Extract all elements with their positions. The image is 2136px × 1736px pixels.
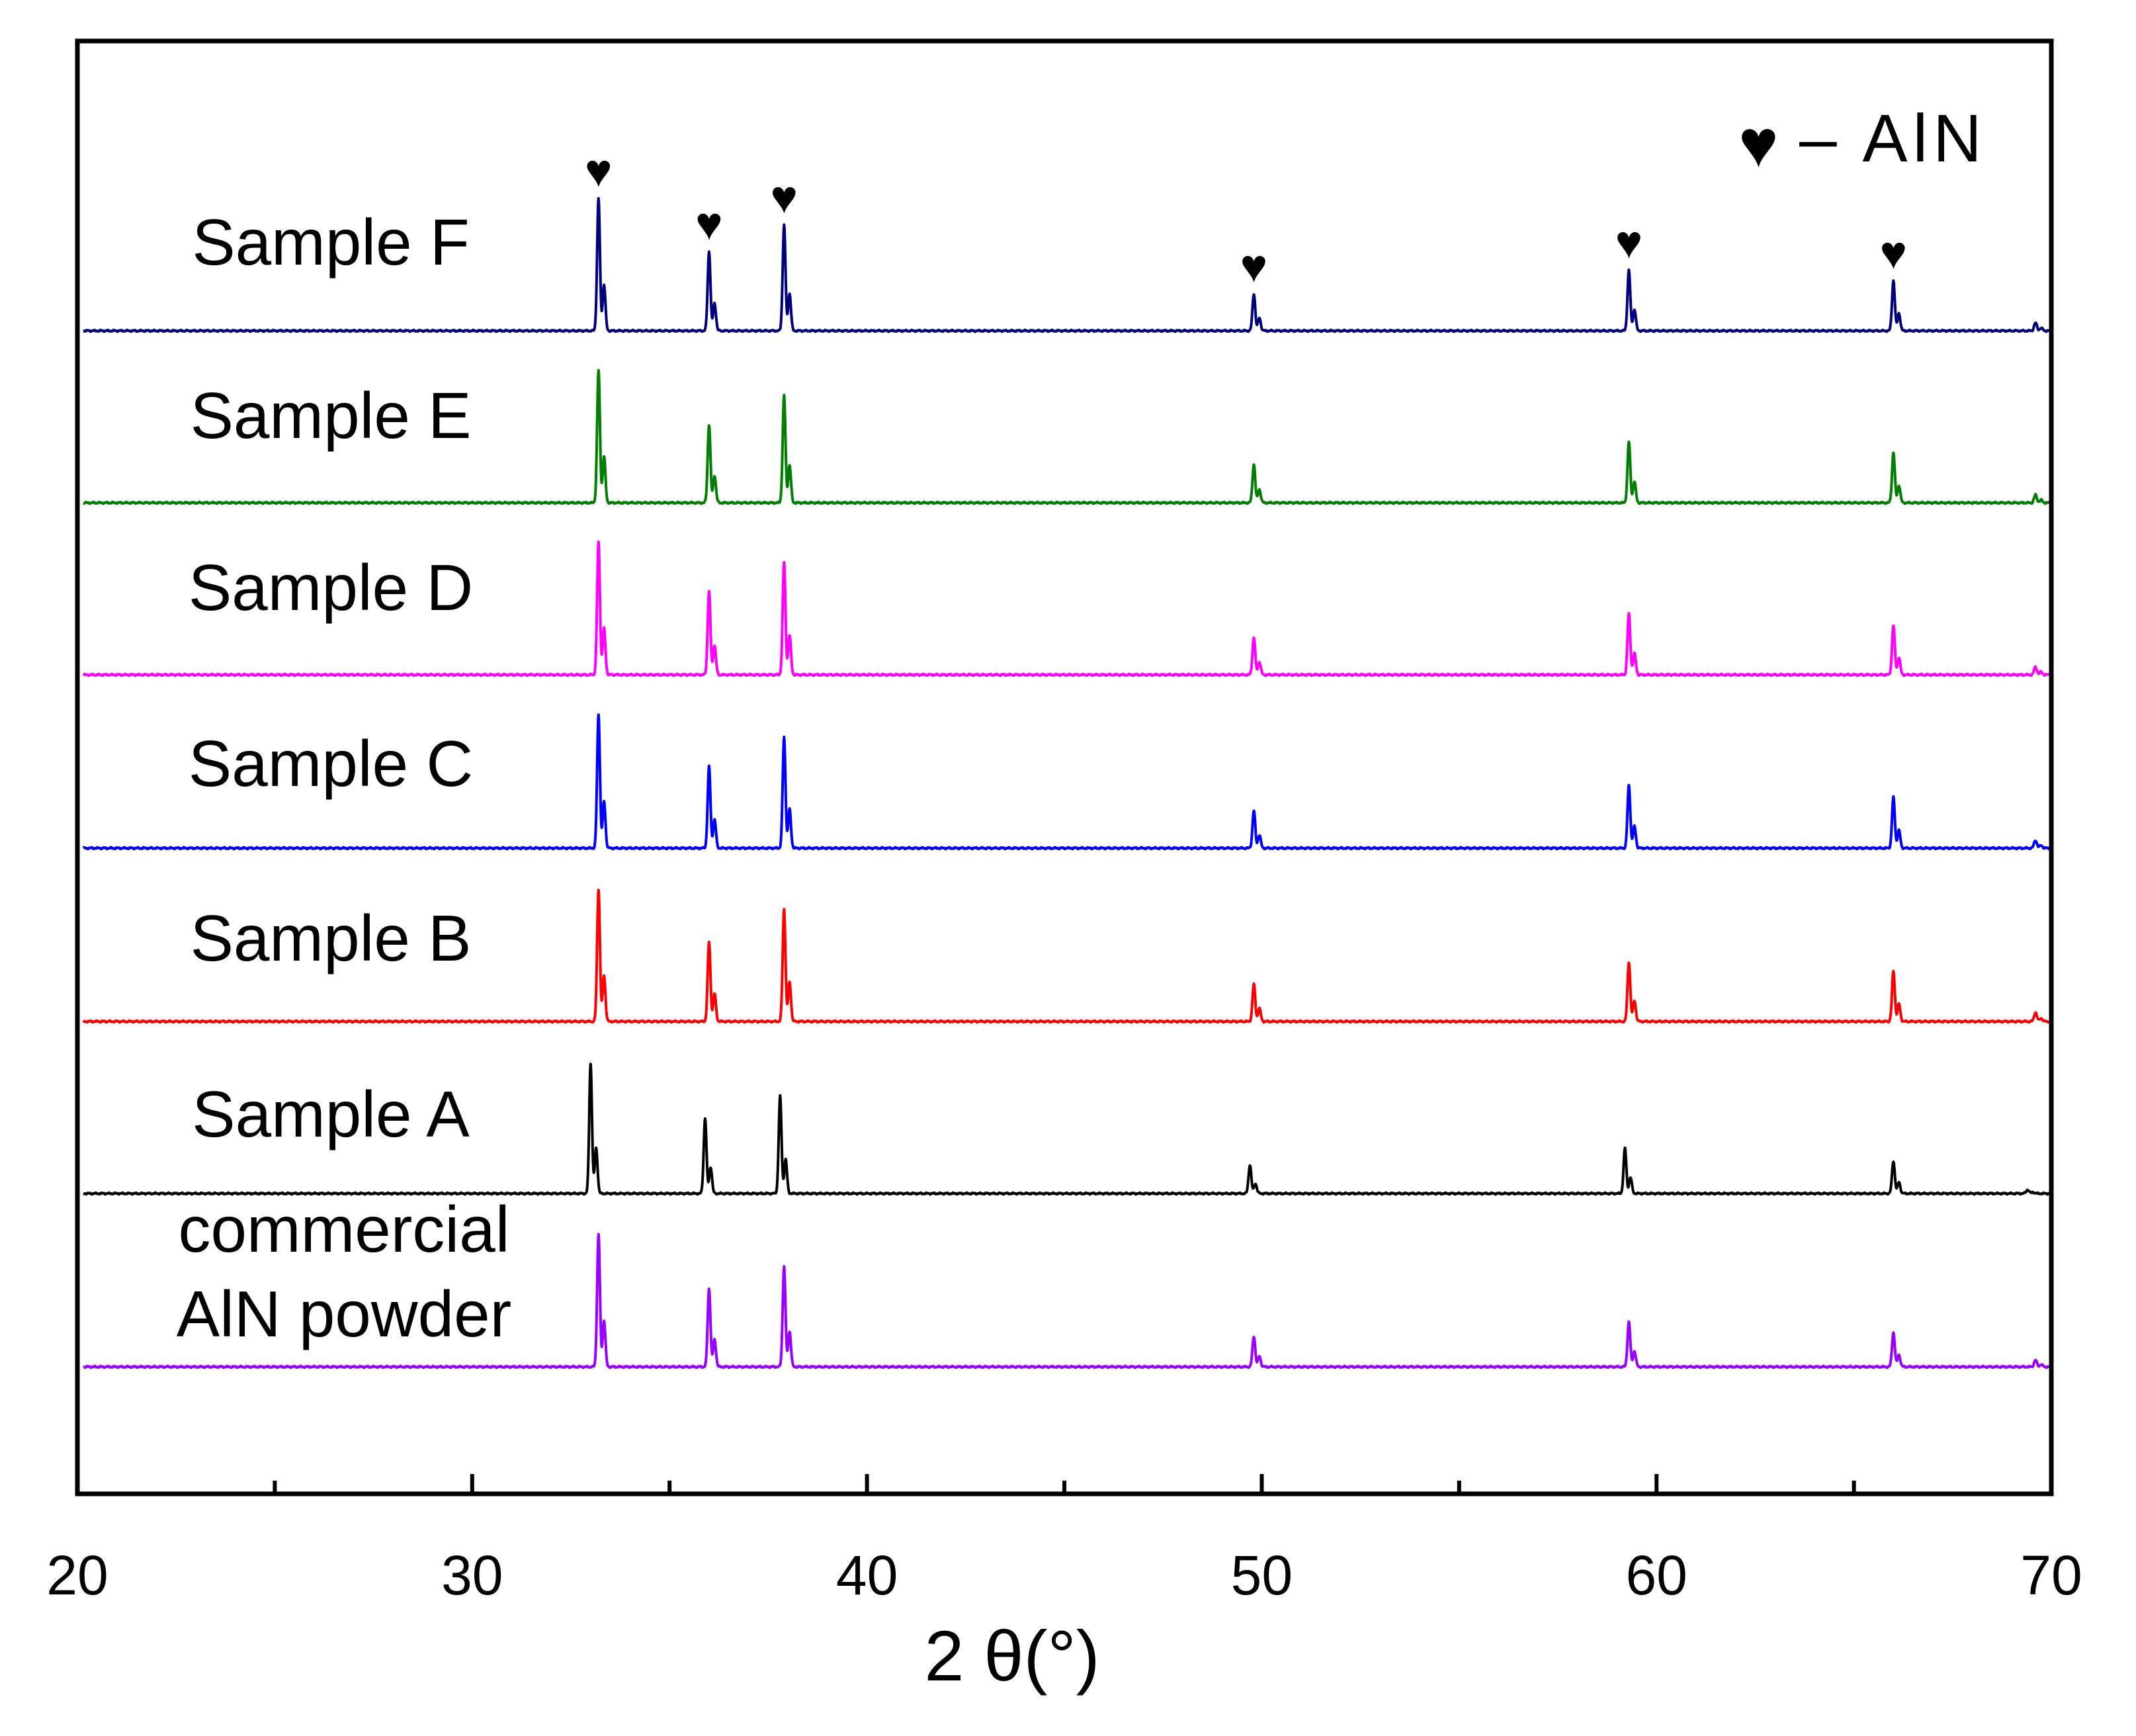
series-line-1 — [82, 196, 2051, 333]
legend: ♥ – AlN — [1738, 101, 1987, 181]
series-label-5: Sample B — [191, 902, 472, 975]
legend-label: – AlN — [1799, 101, 1987, 176]
series-lines — [82, 196, 2051, 1369]
peak-marker-icon: ♥ — [695, 198, 723, 249]
x-tick-label: 30 — [441, 1544, 503, 1606]
series-label-3: Sample D — [189, 551, 473, 624]
series-line-5 — [82, 889, 2051, 1024]
legend-symbol: ♥ — [1738, 106, 1784, 181]
x-axis-tick-labels: 20 30 40 50 60 70 — [46, 1544, 2082, 1606]
series-line-7 — [82, 1233, 2051, 1369]
peak-marker-icon: ♥ — [1879, 227, 1907, 279]
peak-marker-icon: ♥ — [1240, 240, 1268, 292]
peak-markers: ♥ ♥ ♥ ♥ ♥ ♥ — [585, 145, 1907, 292]
x-axis-ticks — [75, 1474, 2053, 1494]
series-label-4: Sample C — [189, 727, 473, 800]
x-tick-label: 70 — [2020, 1544, 2082, 1606]
x-tick-label: 20 — [46, 1544, 108, 1606]
series-label-2: Sample E — [191, 379, 472, 452]
series-label-7: commercial AlN powder — [177, 1193, 512, 1350]
series-label-1: Sample F — [192, 206, 469, 279]
peak-marker-icon: ♥ — [585, 145, 613, 196]
series-labels: Sample F Sample E Sample D Sample C Sample B… — [177, 206, 512, 1350]
peak-marker-icon: ♥ — [1615, 216, 1643, 268]
series-line-3 — [82, 541, 2051, 677]
x-tick-label: 50 — [1231, 1544, 1293, 1606]
x-axis-title: 2 θ(°) — [924, 1616, 1099, 1696]
series-line-4 — [82, 713, 2051, 851]
series-line-2 — [82, 369, 2051, 505]
peak-marker-icon: ♥ — [770, 171, 798, 223]
x-tick-label: 60 — [1625, 1544, 1687, 1606]
x-tick-label: 40 — [836, 1544, 898, 1606]
series-line-6 — [82, 1063, 2051, 1196]
series-label-6: Sample A — [192, 1078, 470, 1150]
